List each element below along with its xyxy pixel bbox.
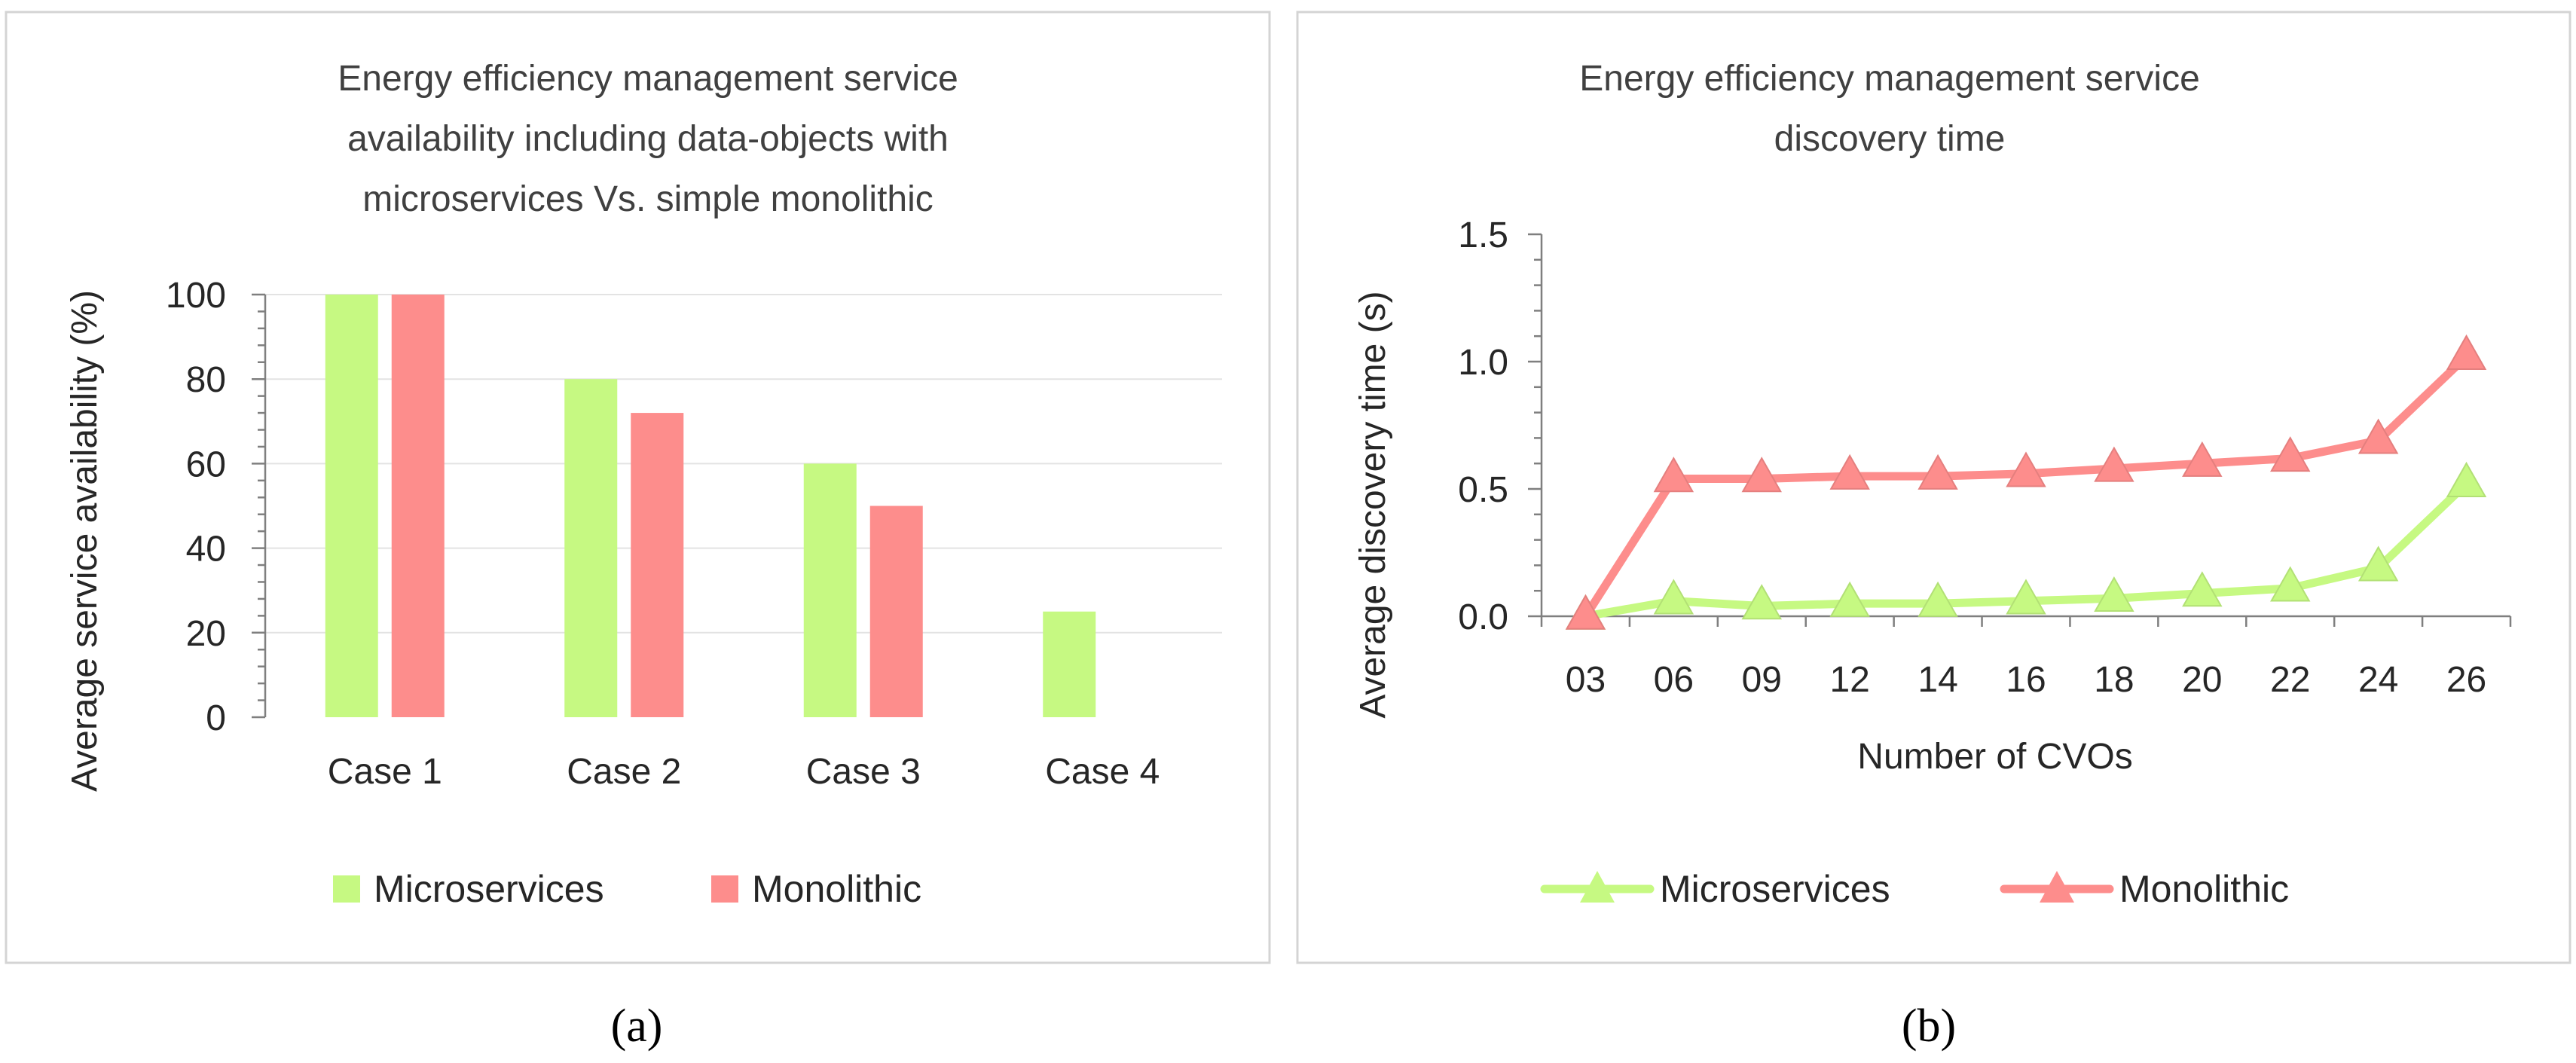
chart-a-x-tick-label: Case 1 [328,752,442,792]
chart-a-legend-swatch-monolithic [711,875,738,903]
chart-b-x-tick-label: 16 [2006,660,2046,700]
marker-monolithic-14 [1917,454,1958,490]
marker-microservices-20 [2182,571,2223,607]
chart-b-x-tick-label: 14 [1917,660,1957,700]
chart-b-legend-marker-monolithic [2040,871,2074,903]
chart-b-x-tick-label: 20 [2182,660,2222,700]
chart-b-y-axis-label: Average discovery time (s) [1353,291,1393,718]
marker-microservices-18 [2094,576,2134,612]
chart-b-x-tick-label: 06 [1654,660,1694,700]
chart-b-x-axis-label: Number of CVOs [1857,737,2132,777]
chart-b-legend-label-microservices: Microservices [1660,868,1890,910]
chart-a-legend-swatch-microservices [333,875,360,903]
marker-monolithic-12 [1829,454,1870,490]
marker-microservices-22 [2270,566,2311,602]
chart-a-y-tick-label: 60 [186,444,226,484]
chart-b-series [1565,334,2487,630]
chart-b-legend-label-monolithic: Monolithic [2119,868,2289,910]
marker-microservices-09 [1741,584,1782,620]
bar-microservices-case-3 [803,463,857,717]
chart-a-title-line-1: Energy efficiency management service [338,59,958,99]
marker-monolithic-16 [2006,451,2046,487]
chart-b-x-tick-label: 09 [1742,660,1782,700]
marker-monolithic-09 [1741,457,1782,493]
chart-b-x-tick-label: 24 [2358,660,2398,700]
chart-b-y-tick-labels: 0.0 0.5 1.0 1.5 [1458,215,1508,637]
marker-microservices-12 [1829,581,1870,617]
marker-monolithic-24 [2358,418,2399,454]
chart-b-x-tick-label: 26 [2446,660,2486,700]
chart-a-y-tick-label: 0 [206,698,226,738]
chart-a-y-tick-label: 40 [186,530,226,570]
chart-a-x-tick-label: Case 2 [567,752,681,792]
chart-a-bars [325,295,1096,717]
chart-b-x-tick-label: 18 [2094,660,2134,700]
chart-b-legend: Microservices Monolithic [1540,868,2289,910]
chart-b-y-tick-label: 1.0 [1458,343,1508,383]
chart-a-title-line-2: availability including data-objects with [347,119,949,159]
chart-a-y-tick-label: 80 [186,360,226,400]
chart-b-x-tick-label: 22 [2270,660,2310,700]
chart-a-title-line-3: microservices Vs. simple monolithic [362,179,934,219]
chart-b-y-tick-label: 0.0 [1458,597,1508,637]
chart-b-y-tick-label: 1.5 [1458,215,1508,255]
bar-monolithic-case-1 [391,295,445,717]
bar-monolithic-case-2 [631,413,684,717]
marker-monolithic-03 [1565,594,1606,630]
marker-microservices-14 [1917,581,1958,617]
marker-microservices-16 [2006,579,2046,615]
marker-monolithic-22 [2270,436,2311,472]
chart-a-legend-label-microservices: Microservices [374,868,604,910]
chart-b-legend-marker-microservices [1580,871,1615,903]
marker-monolithic-18 [2094,446,2134,482]
bar-microservices-case-4 [1043,611,1096,717]
marker-microservices-06 [1653,579,1694,615]
chart-b-x-tick-labels: 03 06 09 12 14 16 18 20 22 24 26 [1566,660,2486,700]
marker-monolithic-20 [2182,441,2223,477]
chart-b-y-tick-label: 0.5 [1458,470,1508,510]
chart-a-legend-label-monolithic: Monolithic [752,868,921,910]
chart-a-y-tick-labels: 0 20 40 60 80 100 [166,276,226,738]
chart-b-title-line-2: discovery time [1774,119,2006,159]
bar-microservices-case-1 [325,295,378,717]
chart-b-axes [1528,233,2512,627]
chart-a-x-tick-labels: Case 1 Case 2 Case 3 Case 4 [328,752,1160,792]
chart-a-x-tick-label: Case 4 [1045,752,1160,792]
chart-a-x-tick-label: Case 3 [806,752,921,792]
chart-a: Energy efficiency management service ava… [5,11,1271,964]
chart-a-y-tick-label: 100 [166,276,226,316]
caption-a: (a) [611,1000,663,1052]
caption-b: (b) [1902,1000,1956,1052]
marker-microservices-26 [2446,461,2487,497]
chart-a-y-axis-label: Average service availability (%) [65,290,105,792]
bar-microservices-case-2 [564,379,618,717]
chart-a-legend: Microservices Monolithic [333,868,921,910]
chart-b-title-line-1: Energy efficiency management service [1579,59,2200,99]
chart-b-x-tick-label: 03 [1566,660,1606,700]
chart-a-axes [252,293,267,719]
marker-monolithic-06 [1653,457,1694,493]
marker-monolithic-26 [2446,334,2487,370]
bar-monolithic-case-3 [869,506,923,717]
chart-b: Energy efficiency management service dis… [1296,11,2571,964]
chart-a-y-tick-label: 20 [186,614,226,654]
marker-microservices-24 [2358,545,2399,582]
chart-b-x-tick-label: 12 [1829,660,1869,700]
